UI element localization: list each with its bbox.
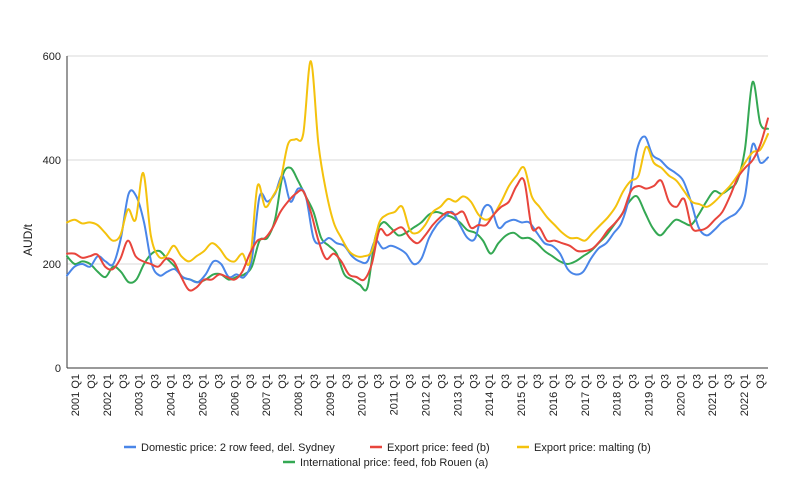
x-tick-label: Q3 <box>659 374 671 389</box>
x-tick-label: Q3 <box>596 374 608 389</box>
legend-item: Export price: malting (b) <box>517 442 651 454</box>
x-tick-label: 2014 Q1 <box>484 374 496 416</box>
x-tick-label: Q3 <box>436 374 448 389</box>
x-tick-label: 2003 Q1 <box>134 374 146 416</box>
x-tick-label: Q3 <box>277 374 289 389</box>
series-lines <box>66 60 769 292</box>
x-tick-label: 2007 Q1 <box>261 374 273 416</box>
x-tick-label: 2011 Q1 <box>389 374 401 415</box>
x-tick-label: 2006 Q1 <box>229 374 241 416</box>
x-tick-label: 2012 Q1 <box>420 374 432 416</box>
gridlines <box>66 55 768 369</box>
y-axis-ticks: 0 200 400 600 <box>43 51 61 375</box>
x-tick-label: Q3 <box>532 374 544 389</box>
x-tick-label: Q3 <box>691 374 703 389</box>
legend-label: Domestic price: 2 row feed, del. Sydney <box>141 442 335 454</box>
x-tick-label: 2015 Q1 <box>516 374 528 416</box>
x-tick-label: 2002 Q1 <box>102 374 114 416</box>
x-tick-label: 2013 Q1 <box>452 374 464 416</box>
x-tick-label: 2022 Q1 <box>739 374 751 416</box>
legend-label: International price: feed, fob Rouen (a) <box>300 457 488 469</box>
x-tick-label: Q3 <box>341 374 353 389</box>
x-tick-label: 2008 Q1 <box>293 374 305 416</box>
legend-item: Export price: feed (b) <box>370 442 490 454</box>
x-tick-label: Q3 <box>628 374 640 389</box>
x-tick-label: Q3 <box>500 374 512 389</box>
x-tick-label: Q3 <box>468 374 480 389</box>
x-tick-label: 2019 Q1 <box>644 374 656 416</box>
x-tick-label: Q3 <box>309 374 321 389</box>
series-line-0 <box>66 135 769 284</box>
x-tick-label: Q3 <box>405 374 417 389</box>
x-tick-label: Q3 <box>118 374 130 389</box>
x-tick-label: 2005 Q1 <box>197 374 209 416</box>
x-tick-label: Q3 <box>181 374 193 389</box>
series-line-2 <box>66 60 769 266</box>
legend-label: Export price: feed (b) <box>387 442 490 454</box>
x-tick-label: Q3 <box>150 374 162 389</box>
legend-label: Export price: malting (b) <box>534 442 651 454</box>
x-tick-label: 2004 Q1 <box>166 374 178 416</box>
x-tick-label: 2010 Q1 <box>357 374 369 416</box>
x-tick-label: 2009 Q1 <box>325 374 337 416</box>
x-tick-label: 2020 Q1 <box>675 374 687 416</box>
x-tick-label: Q3 <box>245 374 257 389</box>
x-tick-label: Q3 <box>564 374 576 389</box>
x-tick-label: 2021 Q1 <box>707 374 719 416</box>
x-tick-label: 2016 Q1 <box>548 374 560 416</box>
x-tick-label: 2018 Q1 <box>612 374 624 416</box>
y-tick-label: 200 <box>43 259 61 271</box>
x-axis-ticks: 2001 Q1 Q3 2002 Q1 Q3 2003 Q1 Q3 2004 Q1 Q3 2005… <box>70 374 767 416</box>
x-tick-label: Q3 <box>373 374 385 389</box>
legend: Domestic price: 2 row feed, del. Sydney E… <box>124 442 651 469</box>
series-line-1 <box>66 117 769 292</box>
legend-item: Domestic price: 2 row feed, del. Sydney <box>124 442 335 454</box>
x-tick-label: 2017 Q1 <box>580 374 592 416</box>
y-axis-title: AUD/t <box>21 223 35 256</box>
y-tick-label: 0 <box>55 363 61 375</box>
x-tick-label: Q3 <box>755 374 767 389</box>
x-tick-label: Q3 <box>723 374 735 389</box>
legend-item: International price: feed, fob Rouen (a) <box>283 457 488 469</box>
y-tick-label: 400 <box>43 155 61 167</box>
x-tick-label: Q3 <box>86 374 98 389</box>
y-tick-label: 600 <box>43 51 61 63</box>
x-tick-label: Q3 <box>213 374 225 389</box>
x-tick-label: 2001 Q1 <box>70 374 82 416</box>
